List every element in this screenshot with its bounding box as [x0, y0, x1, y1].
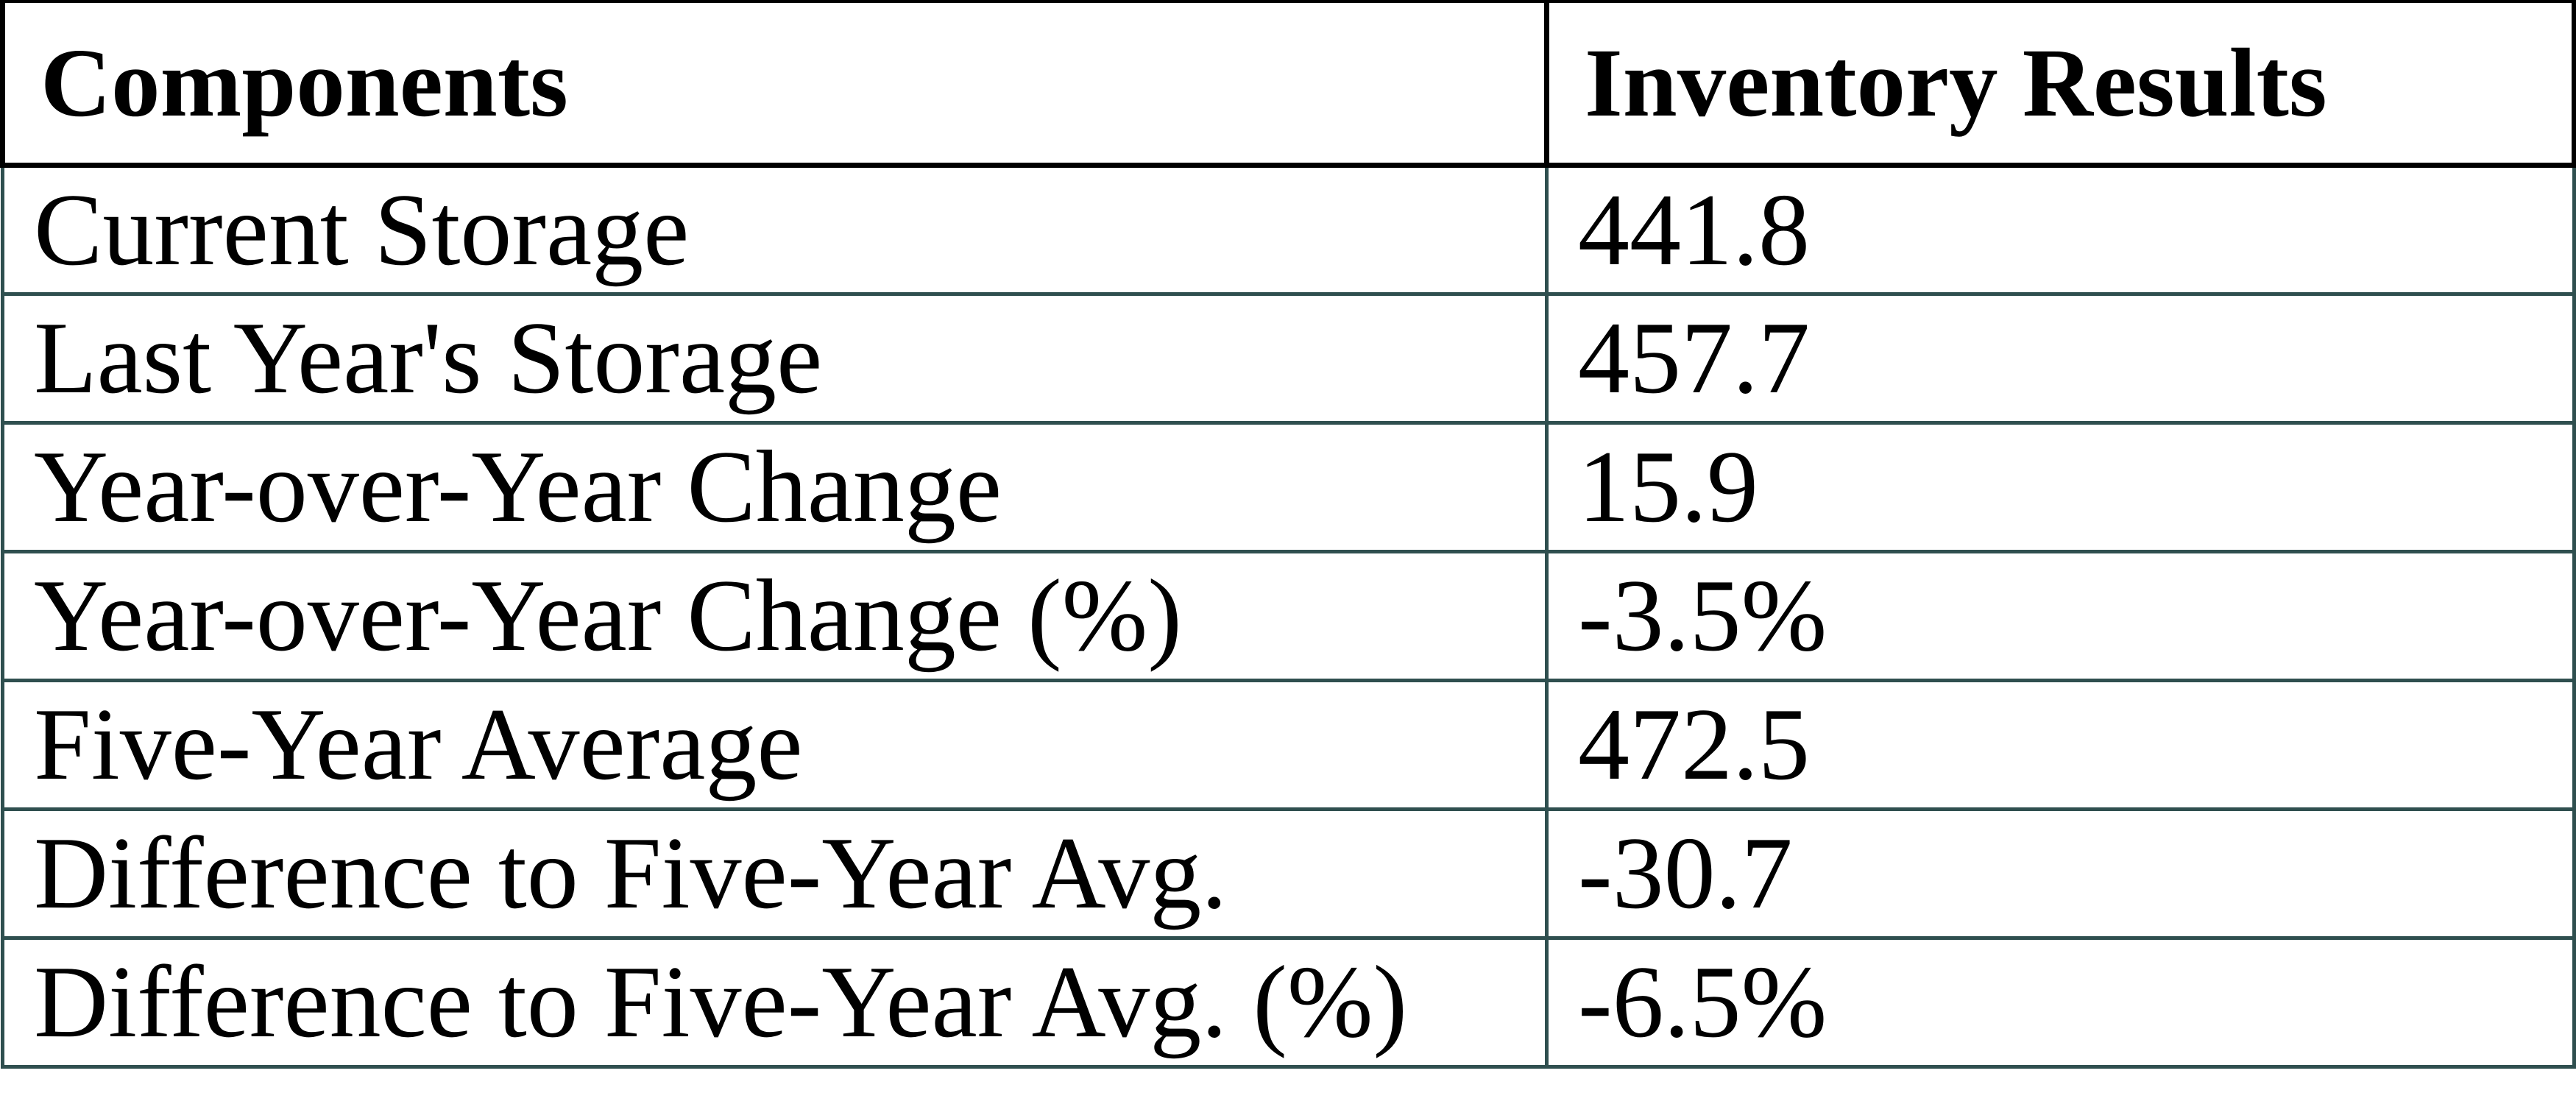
value-cell: -30.7	[1545, 807, 2576, 940]
table-row: Year-over-Year Change (%) -3.5%	[1, 549, 2576, 682]
table-row: Difference to Five-Year Avg. -30.7	[1, 807, 2576, 940]
value-cell: 441.8	[1545, 163, 2576, 296]
component-cell: Year-over-Year Change (%)	[1, 549, 1549, 682]
table-row: Year-over-Year Change 15.9	[1, 420, 2576, 553]
component-cell: Year-over-Year Change	[1, 420, 1549, 553]
header-inventory-results: Inventory Results	[1544, 0, 2576, 168]
inventory-results-table: Components Inventory Results Current Sto…	[0, 0, 2576, 1069]
table-row: Current Storage 441.8	[1, 163, 2576, 296]
component-cell: Last Year's Storage	[1, 291, 1549, 425]
table-row: Five-Year Average 472.5	[1, 678, 2576, 811]
table-row: Last Year's Storage 457.7	[1, 291, 2576, 425]
value-cell: -3.5%	[1545, 549, 2576, 682]
value-cell: 457.7	[1545, 291, 2576, 425]
table-row: Difference to Five-Year Avg. (%) -6.5%	[1, 935, 2576, 1069]
component-cell: Current Storage	[1, 163, 1549, 296]
value-cell: -6.5%	[1545, 935, 2576, 1069]
header-components: Components	[0, 0, 1549, 168]
component-cell: Difference to Five-Year Avg.	[1, 807, 1549, 940]
value-cell: 15.9	[1545, 420, 2576, 553]
header-row: Components Inventory Results	[0, 0, 2576, 168]
component-cell: Difference to Five-Year Avg. (%)	[1, 935, 1549, 1069]
component-cell: Five-Year Average	[1, 678, 1549, 811]
table-header: Components Inventory Results	[0, 0, 2576, 168]
value-cell: 472.5	[1545, 678, 2576, 811]
table-body: Current Storage 441.8 Last Year's Storag…	[1, 163, 2576, 1069]
